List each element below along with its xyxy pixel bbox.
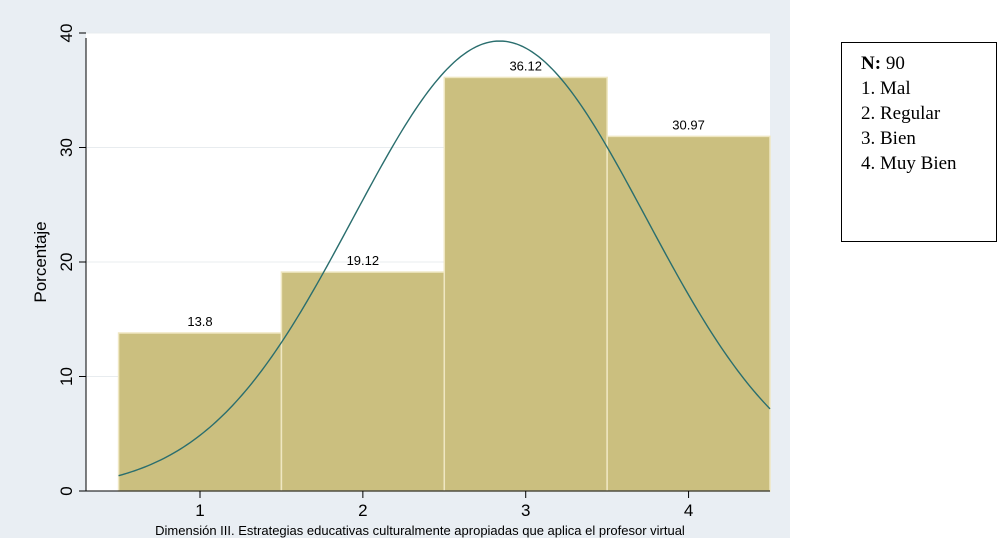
legend-n-value: 90 xyxy=(885,53,905,74)
bar-3 xyxy=(443,76,608,492)
legend-item: 1. Mal xyxy=(861,78,911,99)
legend-item: 3. Bien xyxy=(861,128,916,149)
y-tick-label: 20 xyxy=(57,253,76,272)
legend-item: 2. Regular xyxy=(861,103,941,124)
y-tick-label: 30 xyxy=(57,138,76,157)
y-axis-label: Porcentaje xyxy=(31,221,50,302)
data-labels: 13.8 19.12 36.12 30.97 xyxy=(187,58,705,329)
y-tick-label: 40 xyxy=(57,24,76,43)
x-tick-label: 4 xyxy=(684,501,693,520)
axes: 0 10 20 30 40 1 2 3 4 xyxy=(57,24,770,520)
data-label: 13.8 xyxy=(187,314,212,329)
chart: 0 10 20 30 40 1 2 3 4 13.8 19.12 36.12 30.97 Dimens… xyxy=(0,0,790,538)
bar-2 xyxy=(280,271,446,492)
legend-n-label: N: xyxy=(861,53,882,74)
legend-n-row: N: 90 xyxy=(861,51,996,76)
x-tick-label: 2 xyxy=(358,501,367,520)
bars xyxy=(117,76,771,492)
y-tick-label: 10 xyxy=(57,367,76,386)
data-label: 36.12 xyxy=(509,58,542,73)
x-tick-label: 3 xyxy=(521,501,530,520)
data-label: 30.97 xyxy=(672,117,705,132)
x-axis-label: Dimensión III. Estrategias educativas cu… xyxy=(155,523,685,538)
normal-curve-line xyxy=(118,40,771,477)
data-label: 19.12 xyxy=(347,253,380,268)
bar-1 xyxy=(117,332,283,492)
y-tick-label: 0 xyxy=(57,486,76,495)
x-tick-label: 1 xyxy=(195,501,204,520)
normal-curve xyxy=(118,40,771,477)
legend-box: N: 90 1. Mal 2. Regular 3. Bien 4. Muy B… xyxy=(841,42,997,242)
histogram-chart: 0 10 20 30 40 1 2 3 4 13.8 19.12 36.12 30.97 Dimens… xyxy=(0,0,790,538)
legend-item: 4. Muy Bien xyxy=(861,153,957,174)
